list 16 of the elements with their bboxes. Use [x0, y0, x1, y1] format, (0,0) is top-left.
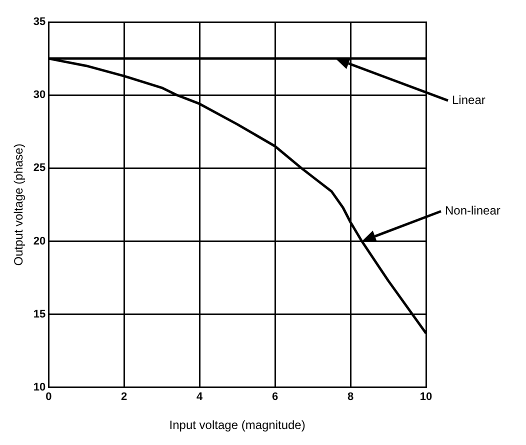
x-tick-label: 6	[272, 391, 278, 404]
x-tick-label: 2	[121, 391, 128, 404]
y-tick-label: 25	[33, 162, 46, 174]
y-axis-title: Output voltage (phase)	[12, 144, 26, 266]
text: Linear	[452, 92, 486, 107]
y-tick-label: 20	[33, 235, 46, 248]
y-tick-label: 10	[33, 381, 46, 394]
x-tick-label: 4	[196, 391, 204, 404]
y-tick-label: 30	[33, 89, 46, 102]
y-tick-label: 35	[33, 16, 46, 28]
x-tick-label: 8	[347, 391, 354, 404]
x-tick-label: 10	[420, 391, 432, 404]
x-tick-label: 0	[46, 391, 52, 404]
text: Non-linear	[445, 204, 500, 218]
x-axis-title: Input voltage (magnitude)	[169, 418, 306, 432]
y-tick-label: 15	[33, 308, 46, 320]
